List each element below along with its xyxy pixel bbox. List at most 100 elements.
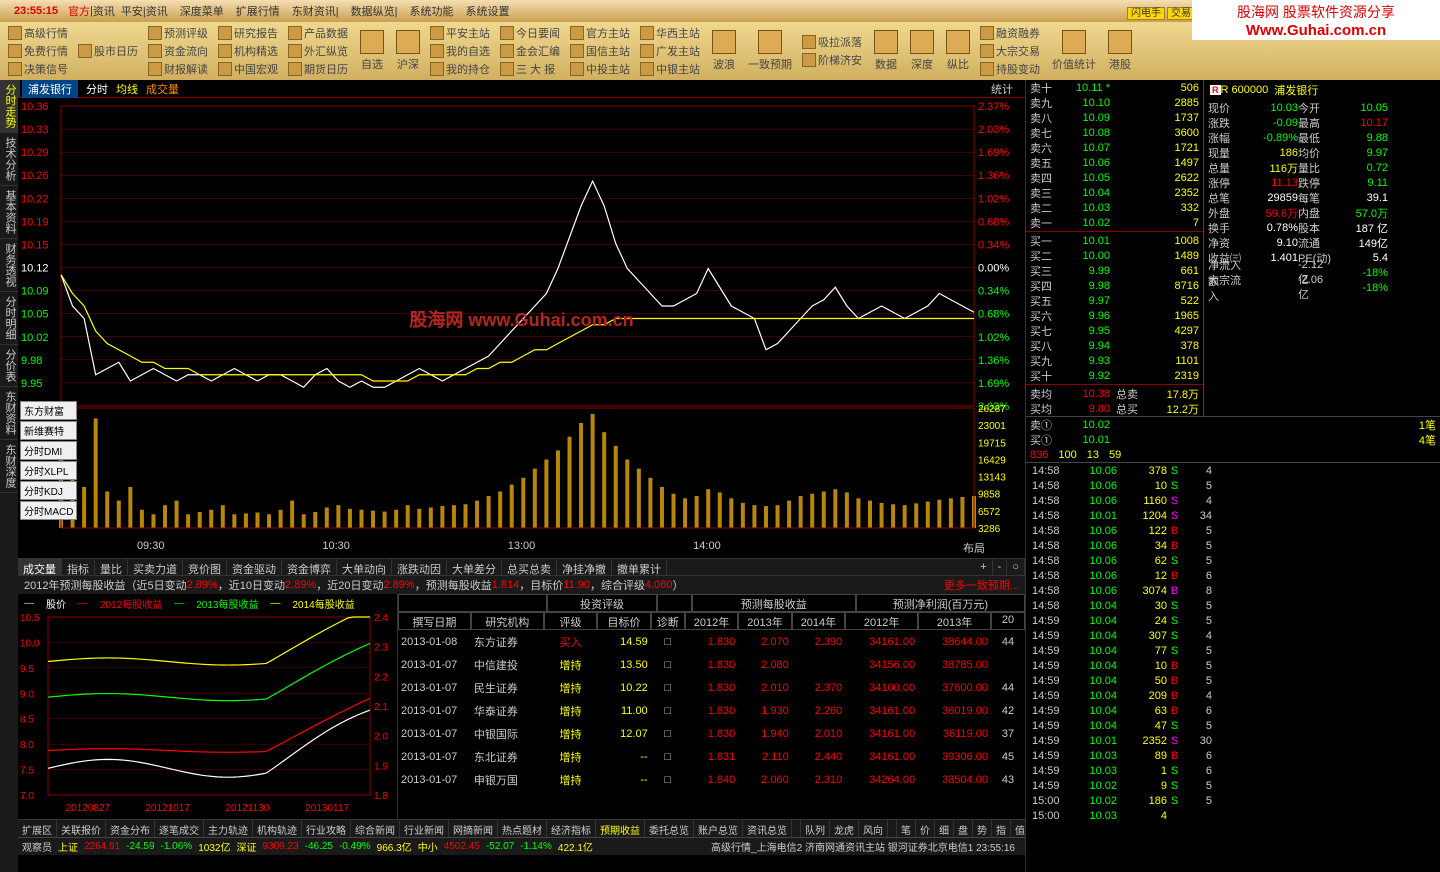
- toolbar-item[interactable]: 国信主站: [566, 42, 634, 60]
- bottom-tab[interactable]: [888, 820, 897, 837]
- toolbar-big-btn[interactable]: 港股: [1102, 24, 1138, 78]
- table-row[interactable]: 2013-01-07民生证券增持10.22□1.8302.0102.370341…: [398, 676, 1025, 699]
- indicator-tab[interactable]: 指标: [62, 559, 95, 575]
- ma-label[interactable]: 均线: [116, 81, 138, 97]
- indicator-button[interactable]: 分时DMI: [20, 441, 77, 460]
- toolbar-big-btn[interactable]: 价值统计: [1046, 24, 1102, 78]
- top-menu-item[interactable]: 平安|资讯: [121, 6, 168, 18]
- mini-chart[interactable]: —股价 —2012每股收益 —2013每股收益 —2014每股收益 10.510…: [18, 594, 398, 819]
- bottom-tab[interactable]: 指: [992, 820, 1011, 837]
- toolbar-big-btn[interactable]: 沪深: [390, 24, 426, 78]
- ask-row[interactable]: 卖九10.102885: [1026, 95, 1203, 110]
- vol-label[interactable]: 成交量: [146, 81, 179, 97]
- bottom-tab[interactable]: 值: [1011, 820, 1025, 837]
- toolbar-big-btn[interactable]: 纵比: [940, 24, 976, 78]
- toolbar-item[interactable]: 平安主站: [426, 24, 494, 42]
- indicator-tab[interactable]: 大单差分: [447, 559, 502, 575]
- left-tab[interactable]: 分价表: [0, 345, 20, 387]
- chart-mode[interactable]: 分时: [86, 81, 108, 97]
- toolbar-item[interactable]: 中投主站: [566, 60, 634, 78]
- toolbar-item[interactable]: 机构精选: [214, 42, 282, 60]
- toolbar-item[interactable]: 官方主站: [566, 24, 634, 42]
- top-menu-item[interactable]: 数据纵览|: [351, 6, 398, 18]
- toolbar-item[interactable]: 我的自选: [426, 42, 494, 60]
- bottom-tab[interactable]: 经济指标: [547, 820, 596, 837]
- table-row[interactable]: 2013-01-08东方证券买入14.59□1.8302.0702.390341…: [398, 630, 1025, 653]
- info-label[interactable]: 资讯: [93, 3, 115, 19]
- bottom-tab[interactable]: 账户总览: [694, 820, 743, 837]
- toolbar-item[interactable]: 三 大 报: [496, 60, 564, 78]
- bottom-tab[interactable]: 主力轨迹: [204, 820, 253, 837]
- table-row[interactable]: 2013-01-07中信建投增持13.50□1.8302.08034156.00…: [398, 653, 1025, 676]
- toolbar-item[interactable]: 资金流向: [144, 42, 212, 60]
- toolbar-item[interactable]: 持股变动: [976, 60, 1044, 78]
- indicator-tab[interactable]: 撤单累计: [612, 559, 667, 575]
- bottom-tab[interactable]: 行业攻略: [302, 820, 351, 837]
- toolbar-item[interactable]: 免费行情: [4, 42, 72, 60]
- indicator-tab[interactable]: 净挂净撤: [557, 559, 612, 575]
- left-tab[interactable]: 财务透视: [0, 239, 20, 292]
- toolbar-item[interactable]: 财报解读: [144, 60, 212, 78]
- bottom-tab[interactable]: 网摘新闻: [449, 820, 498, 837]
- tick-list[interactable]: 14:5810.06378S414:5810.0610S514:5810.061…: [1026, 462, 1440, 872]
- left-tab[interactable]: 东财深度: [0, 440, 20, 493]
- top-menu-item[interactable]: 系统功能: [409, 6, 453, 18]
- toolbar-item[interactable]: 决策信号: [4, 60, 72, 78]
- top-menu-item[interactable]: 扩展行情: [236, 6, 280, 18]
- toolbar-big-btn[interactable]: 波浪: [706, 24, 742, 78]
- stock-name-button[interactable]: 浦发银行: [22, 80, 78, 98]
- toolbar-item[interactable]: 金会汇编: [496, 42, 564, 60]
- bid-row[interactable]: 买六9.961965: [1026, 308, 1203, 323]
- bottom-tab[interactable]: 势: [973, 820, 992, 837]
- left-tab[interactable]: 技术分析: [0, 133, 20, 186]
- indicator-button[interactable]: 分时KDJ: [20, 481, 77, 500]
- toolbar-item[interactable]: 股市日历: [74, 42, 142, 60]
- indicator-tab[interactable]: 总买总卖: [502, 559, 557, 575]
- top-right-button[interactable]: 闪电手: [1127, 7, 1165, 20]
- bottom-tab[interactable]: 风向: [859, 820, 888, 837]
- top-menu-item[interactable]: 深度菜单: [180, 6, 224, 18]
- toolbar-item[interactable]: 融资融券: [976, 24, 1044, 42]
- toolbar-big-btn[interactable]: 一致预期: [742, 24, 798, 78]
- toolbar-big-btn[interactable]: 自选: [354, 24, 390, 78]
- bottom-tab[interactable]: 资讯总览: [743, 820, 792, 837]
- toolbar-item[interactable]: 中国宏观: [214, 60, 282, 78]
- indicator-tab[interactable]: 资金驱动: [227, 559, 282, 575]
- toolbar-item[interactable]: 我的持仓: [426, 60, 494, 78]
- indicator-tab[interactable]: 成交量: [18, 559, 62, 575]
- ask-row[interactable]: 卖一10.027: [1026, 215, 1203, 230]
- bottom-tab[interactable]: 逐笔成交: [155, 820, 204, 837]
- bottom-tab[interactable]: 价: [916, 820, 935, 837]
- indicator-tab[interactable]: 涨跌动因: [392, 559, 447, 575]
- left-tab[interactable]: 东财资料: [0, 387, 20, 440]
- indicator-button[interactable]: 分时MACD: [20, 501, 77, 520]
- bottom-tab[interactable]: 队列: [801, 820, 830, 837]
- toolbar-big-btn[interactable]: 深度: [904, 24, 940, 78]
- toolbar-item[interactable]: 广发主站: [636, 42, 704, 60]
- toolbar-item[interactable]: 期货日历: [284, 60, 352, 78]
- indicator-button[interactable]: 东方财富: [20, 401, 77, 420]
- left-tab[interactable]: 分时走势: [0, 80, 20, 133]
- bid-row[interactable]: 买十9.922319: [1026, 368, 1203, 383]
- table-row[interactable]: 2013-01-07申银万国增持--□1.8402.0602.31034264.…: [398, 768, 1025, 791]
- table-row[interactable]: 2013-01-07东北证券增持--□1.8312.1102.44034161.…: [398, 745, 1025, 768]
- zoom-out[interactable]: -: [993, 559, 1008, 575]
- bottom-tab[interactable]: 预期收益: [596, 820, 645, 837]
- bid-row[interactable]: 买八9.94378: [1026, 338, 1203, 353]
- bottom-tab[interactable]: 委托总览: [645, 820, 694, 837]
- indicator-tab[interactable]: 买卖力道: [128, 559, 183, 575]
- toolbar-item[interactable]: 吸拉派落: [798, 33, 866, 51]
- order-book[interactable]: 卖十10.11 *506卖九10.102885卖八10.091737卖七10.0…: [1026, 80, 1204, 416]
- bottom-tab[interactable]: 龙虎: [830, 820, 859, 837]
- bid-row[interactable]: 买四9.988716: [1026, 278, 1203, 293]
- toolbar-item[interactable]: 预测评级: [144, 24, 212, 42]
- ask-row[interactable]: 卖三10.042352: [1026, 185, 1203, 200]
- zoom-in[interactable]: +: [975, 559, 992, 575]
- ask-row[interactable]: 卖十10.11 *506: [1026, 80, 1203, 95]
- bid-row[interactable]: 买七9.954297: [1026, 323, 1203, 338]
- ask-row[interactable]: 卖八10.091737: [1026, 110, 1203, 125]
- top-menu-item[interactable]: 东财资讯|: [292, 6, 339, 18]
- toolbar-item[interactable]: 今日要闻: [496, 24, 564, 42]
- toolbar-big-btn[interactable]: 数据: [868, 24, 904, 78]
- left-tab[interactable]: 基本资料: [0, 186, 20, 239]
